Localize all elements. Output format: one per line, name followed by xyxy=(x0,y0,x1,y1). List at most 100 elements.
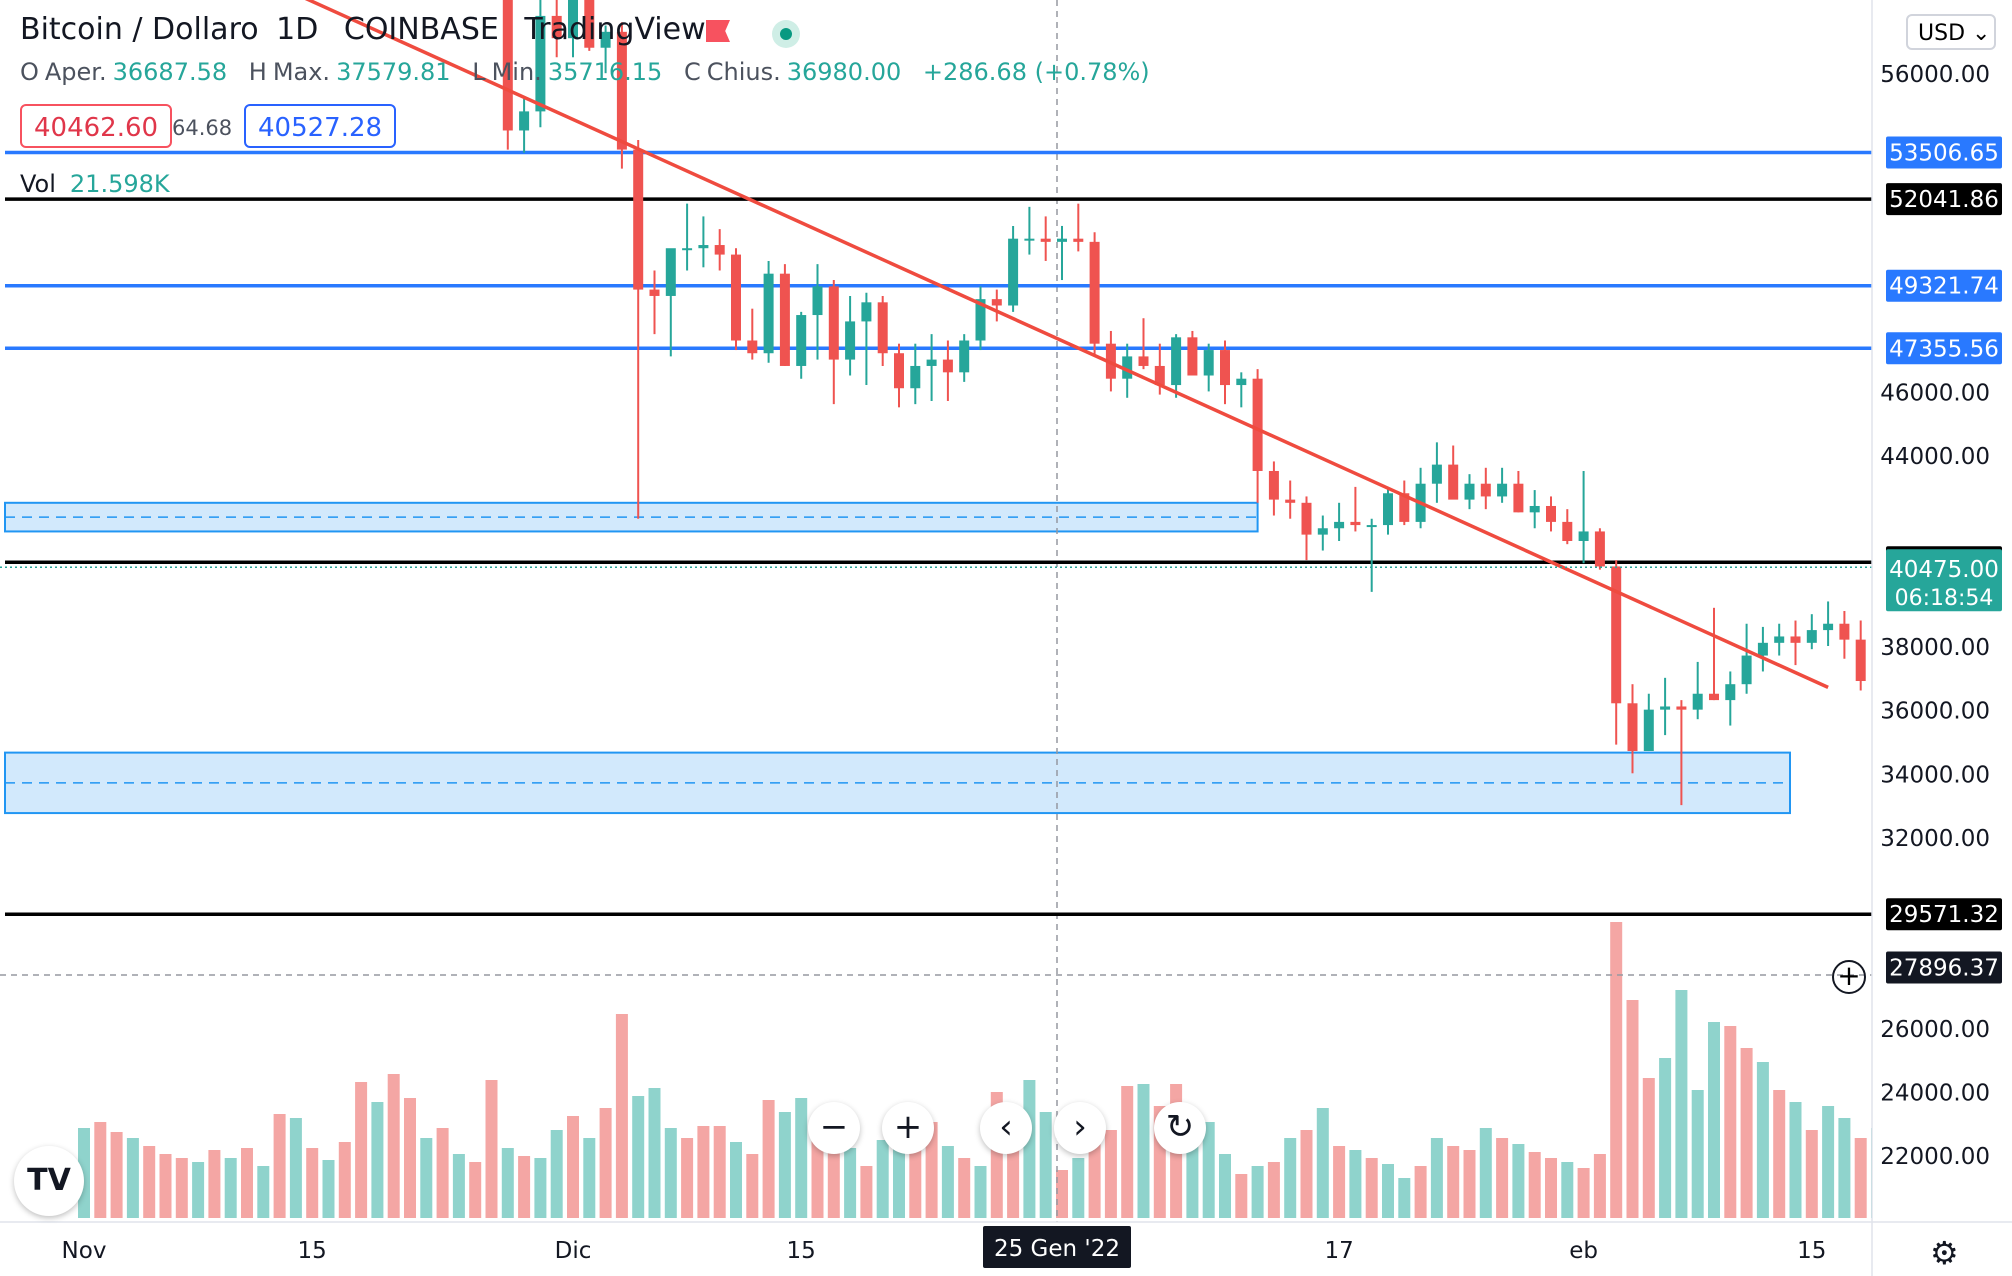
spread-value: 64.68 xyxy=(172,116,233,140)
zoom-in-button[interactable]: + xyxy=(882,1102,934,1154)
volume-bar xyxy=(1496,1138,1509,1218)
volume-bar xyxy=(567,1116,579,1218)
candle-body xyxy=(1757,642,1768,656)
candle-body xyxy=(1497,483,1508,497)
volume-bar xyxy=(550,1130,563,1218)
volume-bar xyxy=(126,1138,139,1218)
volume-bar xyxy=(501,1148,514,1218)
volume-bar xyxy=(1284,1138,1297,1218)
add-alert-icon[interactable]: + xyxy=(1832,960,1866,994)
volume-bar xyxy=(1593,1154,1606,1218)
volume-bar xyxy=(1805,1130,1818,1218)
high-label: H xyxy=(248,58,267,86)
reset-chart-button[interactable]: ↻ xyxy=(1154,1102,1206,1154)
volume-bar xyxy=(1724,1026,1737,1218)
candle-body xyxy=(1187,337,1198,376)
volume-bar xyxy=(1691,1090,1704,1218)
candle-body xyxy=(1725,684,1736,701)
zoom-out-button[interactable]: − xyxy=(808,1102,860,1154)
candle-body xyxy=(1383,493,1393,526)
volume-bar xyxy=(1545,1158,1557,1218)
volume-bar xyxy=(1740,1048,1753,1218)
interval[interactable]: 1D xyxy=(276,12,319,47)
volume-bar xyxy=(436,1128,449,1218)
volume-bar xyxy=(518,1156,531,1218)
volume-bar xyxy=(1463,1150,1476,1218)
market-status-icon xyxy=(772,20,800,48)
volume-bar xyxy=(778,1112,791,1218)
candle-body xyxy=(1741,655,1752,685)
volume-bar xyxy=(795,1098,808,1218)
scroll-right-button[interactable]: › xyxy=(1054,1102,1106,1154)
tradingview-logo-icon[interactable]: TV xyxy=(14,1146,84,1216)
volume-bar xyxy=(322,1160,335,1218)
volume-bar xyxy=(697,1126,710,1218)
volume-label: Vol xyxy=(20,170,56,198)
candle-body xyxy=(1806,630,1817,643)
volume-bar xyxy=(404,1098,416,1218)
candle-body xyxy=(1774,636,1785,643)
chart-header: Bitcoin / Dollaro 1D COINBASE TradingVie… xyxy=(20,12,714,47)
price-tick-label: 34000.00 xyxy=(1880,762,1990,788)
level-price-tag: 49321.74 xyxy=(1889,274,1999,300)
level-price-tag-bg xyxy=(1886,898,2002,931)
candle-body xyxy=(1236,378,1247,386)
gear-icon[interactable]: ⚙ xyxy=(1930,1234,1959,1272)
volume-bar xyxy=(1659,1058,1672,1218)
candle-body xyxy=(1203,350,1214,376)
candle-body xyxy=(584,0,595,48)
price-tick-label: 46000.00 xyxy=(1880,380,1990,406)
volume-bar xyxy=(289,1118,302,1218)
close-value: 36980.00 xyxy=(786,58,902,86)
low-label: L xyxy=(472,58,486,86)
volume-bar xyxy=(1039,1112,1052,1218)
volume-bar xyxy=(909,1136,922,1218)
candle-body xyxy=(1676,706,1687,710)
volume-bar xyxy=(1300,1130,1313,1218)
candle-body xyxy=(1627,703,1638,752)
candle-body xyxy=(1709,693,1719,701)
candle-body xyxy=(1480,483,1491,497)
chevron-down-icon: ⌄ xyxy=(1972,21,1991,46)
level-price-tag: 29571.32 xyxy=(1889,902,1999,928)
candles xyxy=(502,0,1899,806)
volume-bar xyxy=(387,1074,400,1218)
volume-bar xyxy=(1838,1118,1851,1218)
candle-body xyxy=(714,245,725,255)
volume-bar xyxy=(730,1142,742,1218)
volume-bar xyxy=(338,1142,351,1218)
time-tick-label: 15 xyxy=(1797,1238,1826,1264)
high-key: Max. xyxy=(272,58,331,86)
volume-bar xyxy=(941,1146,954,1218)
candle-body xyxy=(975,299,986,341)
flag-icon[interactable] xyxy=(706,20,730,42)
volume-bar xyxy=(876,1140,889,1218)
candle-body xyxy=(1855,639,1866,682)
volume-bar xyxy=(143,1146,156,1218)
open-key: Aper. xyxy=(44,58,107,86)
low-key: Min. xyxy=(491,58,542,86)
candle-body xyxy=(1171,337,1182,386)
time-tick-label: 15 xyxy=(787,1238,816,1264)
volume-bar xyxy=(681,1138,694,1218)
candle-body xyxy=(616,31,627,150)
open-value: 36687.58 xyxy=(112,58,228,86)
candle-body xyxy=(1138,356,1149,366)
scroll-left-button[interactable]: ‹ xyxy=(980,1102,1032,1154)
price-tick-label: 36000.00 xyxy=(1880,699,1990,725)
volume-bar xyxy=(746,1154,759,1218)
sell-price-button[interactable]: 40462.60 xyxy=(20,104,173,148)
current-price-tag-bg xyxy=(1886,549,2002,612)
volume-bar xyxy=(1316,1108,1329,1218)
volume-bar xyxy=(713,1126,726,1218)
currency-select[interactable]: USD ⌄ xyxy=(1906,14,1996,50)
candle-body xyxy=(877,302,888,354)
volume-bar xyxy=(1235,1174,1248,1218)
candle-body xyxy=(1024,238,1035,241)
volume-bar xyxy=(844,1148,857,1218)
buy-price-button[interactable]: 40527.28 xyxy=(244,104,397,148)
volume-bar xyxy=(1854,1138,1867,1218)
symbol-name[interactable]: Bitcoin / Dollaro xyxy=(20,12,259,47)
volume-bar xyxy=(94,1122,107,1218)
